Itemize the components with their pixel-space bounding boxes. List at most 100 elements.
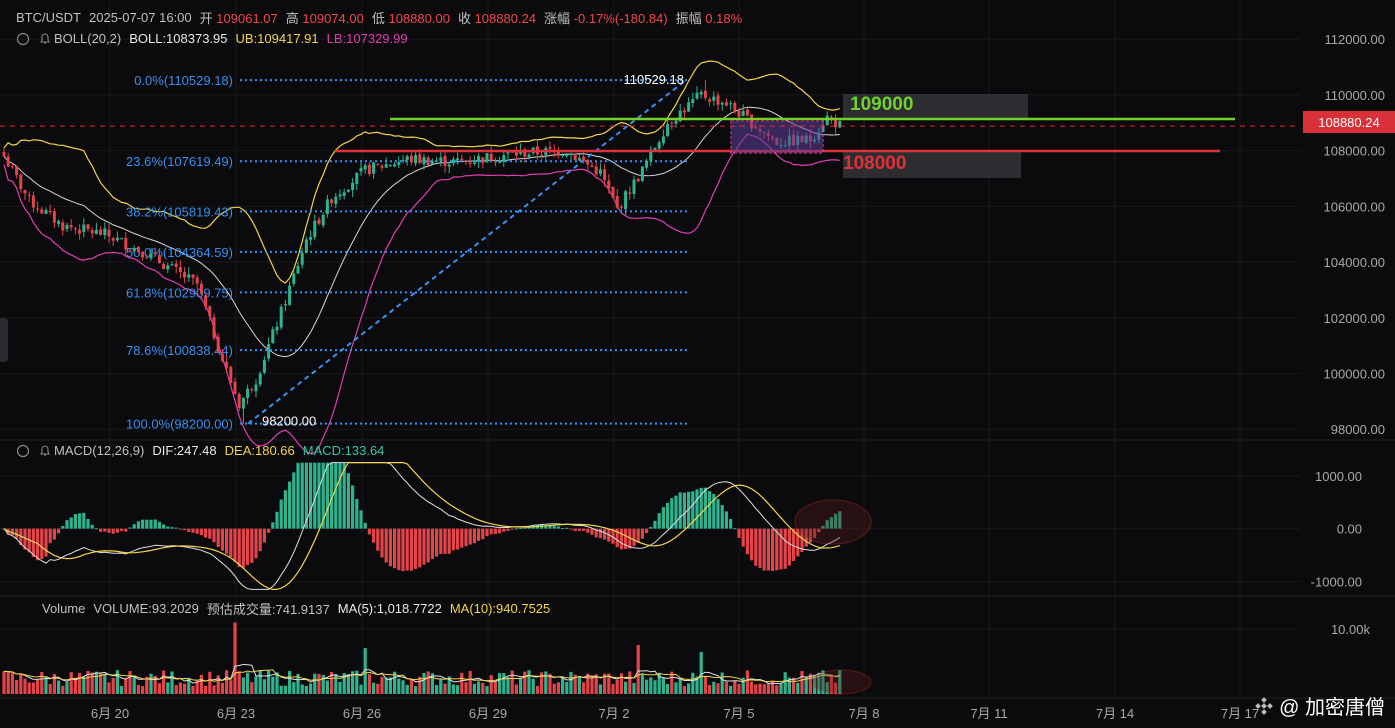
macd-histogram-bar xyxy=(674,495,678,529)
candle-body xyxy=(422,157,426,165)
volume-bar xyxy=(607,673,611,694)
macd-histogram-bar xyxy=(359,510,363,529)
volume-bar xyxy=(401,680,405,694)
candle-body xyxy=(99,229,103,235)
candle-body xyxy=(128,249,132,251)
macd-histogram-bar xyxy=(556,526,560,529)
x-tick-label: 6月 23 xyxy=(217,706,255,721)
x-tick-label: 6月 20 xyxy=(91,706,129,721)
candle-body xyxy=(460,158,464,161)
candle-body xyxy=(132,247,136,252)
macd-histogram-bar xyxy=(632,528,636,547)
macd-histogram-bar xyxy=(691,491,695,529)
bell-icon[interactable] xyxy=(38,444,52,458)
macd-histogram-bar xyxy=(304,462,308,529)
volume-bar xyxy=(628,671,632,694)
volume-bar xyxy=(762,684,766,694)
macd-histogram-bar xyxy=(183,528,187,531)
volume-bar xyxy=(78,672,82,694)
candle-body xyxy=(208,306,212,317)
candle-body xyxy=(309,236,313,240)
candle-body xyxy=(447,164,451,167)
candle-body xyxy=(561,154,565,157)
volume-bar xyxy=(174,685,178,694)
candle-body xyxy=(19,174,23,189)
candle-body xyxy=(250,389,254,391)
volume-bar xyxy=(40,671,44,694)
macd-histogram-bar xyxy=(212,528,216,543)
bell-icon[interactable] xyxy=(38,32,52,46)
volume-bar xyxy=(741,677,745,694)
candle-body xyxy=(384,164,388,168)
candle-body xyxy=(237,394,241,409)
candle-body xyxy=(313,220,317,238)
volume-bar xyxy=(682,686,686,694)
volume-bar xyxy=(195,680,199,694)
candle-body xyxy=(103,228,107,236)
volume-bar xyxy=(695,676,699,694)
volume-bar xyxy=(145,676,149,694)
volume-legend: Volume VOLUME:93.2029 预估成交量:741.9137 MA(… xyxy=(16,599,550,618)
volume-bar xyxy=(703,676,707,694)
macd-chart[interactable] xyxy=(2,462,872,590)
macd-histogram-bar xyxy=(741,528,745,547)
macd-histogram-bar xyxy=(636,528,640,543)
x-tick-label: 7月 2 xyxy=(598,706,629,721)
main-price-chart[interactable]: 0.0%(110529.18) 23.6%(107619.49) 38.2%(105… xyxy=(0,60,1300,455)
volume-bar xyxy=(111,677,115,694)
low-label: 低 xyxy=(371,11,385,26)
volume-bar xyxy=(367,674,371,694)
macd-histogram-bar xyxy=(451,528,455,551)
visibility-eye-icon[interactable] xyxy=(16,444,30,458)
macd-histogram-bar xyxy=(40,528,44,559)
candle-body xyxy=(157,255,161,263)
volume-bar xyxy=(157,683,161,694)
volume-bar xyxy=(397,678,401,694)
candle-body xyxy=(187,274,191,278)
candle-body xyxy=(548,146,552,149)
price-tick-label: 104000.00 xyxy=(1324,255,1385,270)
volume-bar xyxy=(279,685,283,694)
volume-bar xyxy=(489,675,493,694)
volume-bar xyxy=(523,671,527,694)
macd-histogram-bar xyxy=(313,462,317,529)
macd-histogram-bar xyxy=(569,528,573,530)
candle-body xyxy=(527,154,531,158)
candle-body xyxy=(31,195,35,208)
volume-bar xyxy=(750,681,754,694)
macd-histogram-bar xyxy=(737,528,741,538)
fib-level-label: 23.6%(107619.49) xyxy=(126,154,233,169)
panel-collapse-handle[interactable] xyxy=(0,318,8,362)
candle-body xyxy=(674,120,678,124)
candle-body xyxy=(741,111,745,117)
macd-histogram-bar xyxy=(178,528,182,530)
candle-body xyxy=(351,182,355,191)
volume-bar xyxy=(460,672,464,694)
candle-body xyxy=(418,154,422,163)
macd-histogram-bar xyxy=(409,528,413,571)
macd-histogram-bar xyxy=(317,462,321,529)
candle-body xyxy=(115,237,119,241)
macd-histogram-bar xyxy=(78,513,82,529)
candle-body xyxy=(640,166,644,181)
candle-body xyxy=(409,155,413,163)
macd-histogram-bar xyxy=(23,528,27,550)
visibility-eye-icon[interactable] xyxy=(16,32,30,46)
candle-body xyxy=(834,117,838,128)
fib-level-label: 50.0%(104364.59) xyxy=(126,245,233,260)
volume-tick-label: 10.00k xyxy=(1331,622,1371,637)
candle-body xyxy=(288,285,292,305)
volume-bar xyxy=(204,685,208,694)
macd-histogram-bar xyxy=(796,528,800,557)
macd-histogram-bar xyxy=(380,528,384,558)
candle-body xyxy=(649,149,653,161)
volume-bar xyxy=(590,675,594,694)
volume-chart[interactable] xyxy=(2,622,872,695)
volume-bar xyxy=(346,674,350,694)
candle-body xyxy=(645,160,649,168)
candle-body xyxy=(241,397,245,409)
volume-bar xyxy=(430,673,434,694)
candle-body xyxy=(342,192,346,196)
volume-bar xyxy=(317,673,321,694)
